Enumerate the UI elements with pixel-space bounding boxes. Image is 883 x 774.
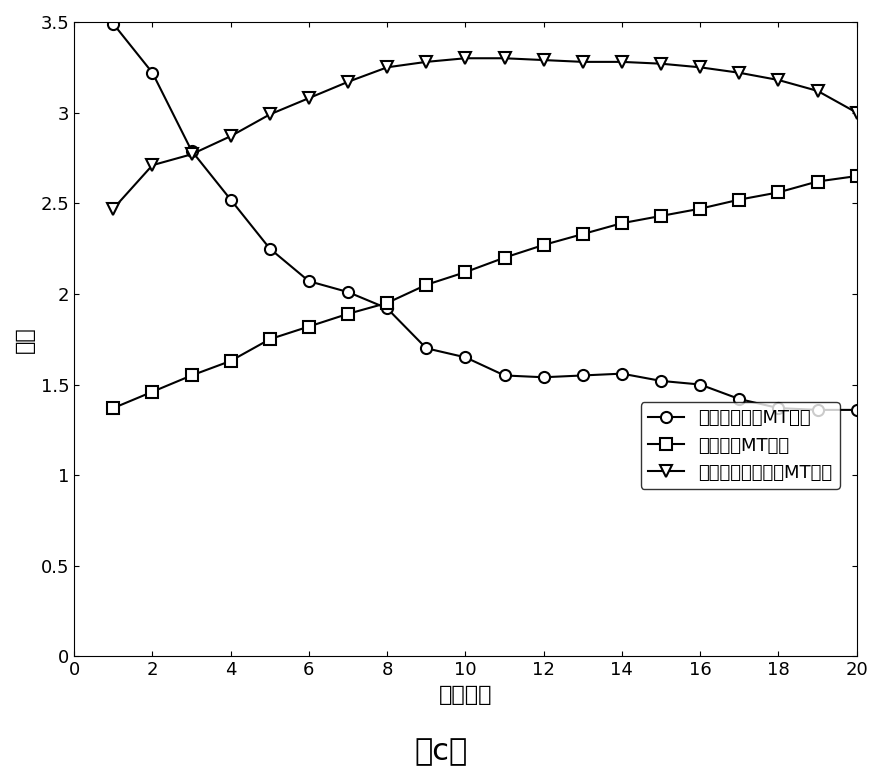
充放电三角波干扰MT信号 (460, 53, 471, 63)
方波干扰MT信号 (656, 211, 667, 221)
未受到干扰的MT信号 (656, 376, 667, 385)
未受到干扰的MT信号 (577, 371, 588, 380)
方波干扰MT信号 (381, 298, 392, 307)
X-axis label: 尺度因子: 尺度因子 (439, 685, 492, 705)
方波干扰MT信号 (616, 218, 627, 228)
方波干扰MT信号 (539, 240, 549, 249)
未受到干扰的MT信号 (812, 406, 823, 415)
充放电三角波干扰MT信号 (499, 53, 509, 63)
未受到干扰的MT信号 (499, 371, 509, 380)
未受到干扰的MT信号 (225, 195, 236, 204)
Text: （c）: （c） (415, 738, 468, 766)
未受到干扰的MT信号 (381, 303, 392, 313)
充放电三角波干扰MT信号 (186, 149, 197, 159)
未受到干扰的MT信号 (695, 380, 706, 389)
未受到干扰的MT信号 (186, 146, 197, 156)
方波干扰MT信号 (147, 387, 158, 396)
充放电三角波干扰MT信号 (812, 86, 823, 95)
Legend: 未受到干扰的MT信号, 方波干扰MT信号, 充放电三角波干扰MT信号: 未受到干扰的MT信号, 方波干扰MT信号, 充放电三角波干扰MT信号 (641, 402, 840, 488)
充放电三角波干扰MT信号 (108, 204, 118, 214)
Line: 未受到干扰的MT信号: 未受到干扰的MT信号 (108, 19, 862, 416)
充放电三角波干扰MT信号 (695, 63, 706, 72)
未受到干扰的MT信号 (734, 395, 744, 404)
未受到干扰的MT信号 (265, 244, 275, 253)
充放电三角波干扰MT信号 (774, 75, 784, 84)
充放电三角波干扰MT信号 (734, 68, 744, 77)
未受到干扰的MT信号 (539, 372, 549, 382)
方波干扰MT信号 (812, 177, 823, 187)
方波干扰MT信号 (265, 334, 275, 344)
Y-axis label: 熵値: 熵値 (15, 326, 35, 353)
未受到干扰的MT信号 (460, 353, 471, 362)
方波干扰MT信号 (734, 195, 744, 204)
充放电三角波干扰MT信号 (851, 108, 862, 118)
充放电三角波干扰MT信号 (656, 59, 667, 68)
充放电三角波干扰MT信号 (616, 57, 627, 67)
未受到干扰的MT信号 (851, 406, 862, 415)
方波干扰MT信号 (421, 280, 432, 289)
方波干扰MT信号 (225, 356, 236, 365)
充放电三角波干扰MT信号 (577, 57, 588, 67)
未受到干扰的MT信号 (147, 68, 158, 77)
充放电三角波干扰MT信号 (421, 57, 432, 67)
未受到干扰的MT信号 (616, 369, 627, 378)
未受到干扰的MT信号 (343, 287, 353, 296)
Line: 方波干扰MT信号: 方波干扰MT信号 (108, 170, 862, 413)
方波干扰MT信号 (304, 322, 314, 331)
未受到干扰的MT信号 (304, 276, 314, 286)
充放电三角波干扰MT信号 (343, 77, 353, 87)
方波干扰MT信号 (460, 268, 471, 277)
方波干扰MT信号 (186, 371, 197, 380)
未受到干扰的MT信号 (774, 403, 784, 413)
方波干扰MT信号 (577, 229, 588, 238)
Line: 充放电三角波干扰MT信号: 充放电三角波干扰MT信号 (108, 53, 862, 214)
方波干扰MT信号 (695, 204, 706, 214)
充放电三角波干扰MT信号 (304, 94, 314, 103)
充放电三角波干扰MT信号 (381, 63, 392, 72)
未受到干扰的MT信号 (108, 19, 118, 29)
充放电三角波干扰MT信号 (265, 110, 275, 119)
方波干扰MT信号 (343, 309, 353, 318)
方波干扰MT信号 (108, 403, 118, 413)
充放电三角波干扰MT信号 (539, 56, 549, 65)
充放电三角波干扰MT信号 (147, 160, 158, 170)
方波干扰MT信号 (851, 171, 862, 180)
方波干扰MT信号 (499, 253, 509, 262)
方波干扰MT信号 (774, 188, 784, 197)
未受到干扰的MT信号 (421, 344, 432, 353)
充放电三角波干扰MT信号 (225, 132, 236, 141)
